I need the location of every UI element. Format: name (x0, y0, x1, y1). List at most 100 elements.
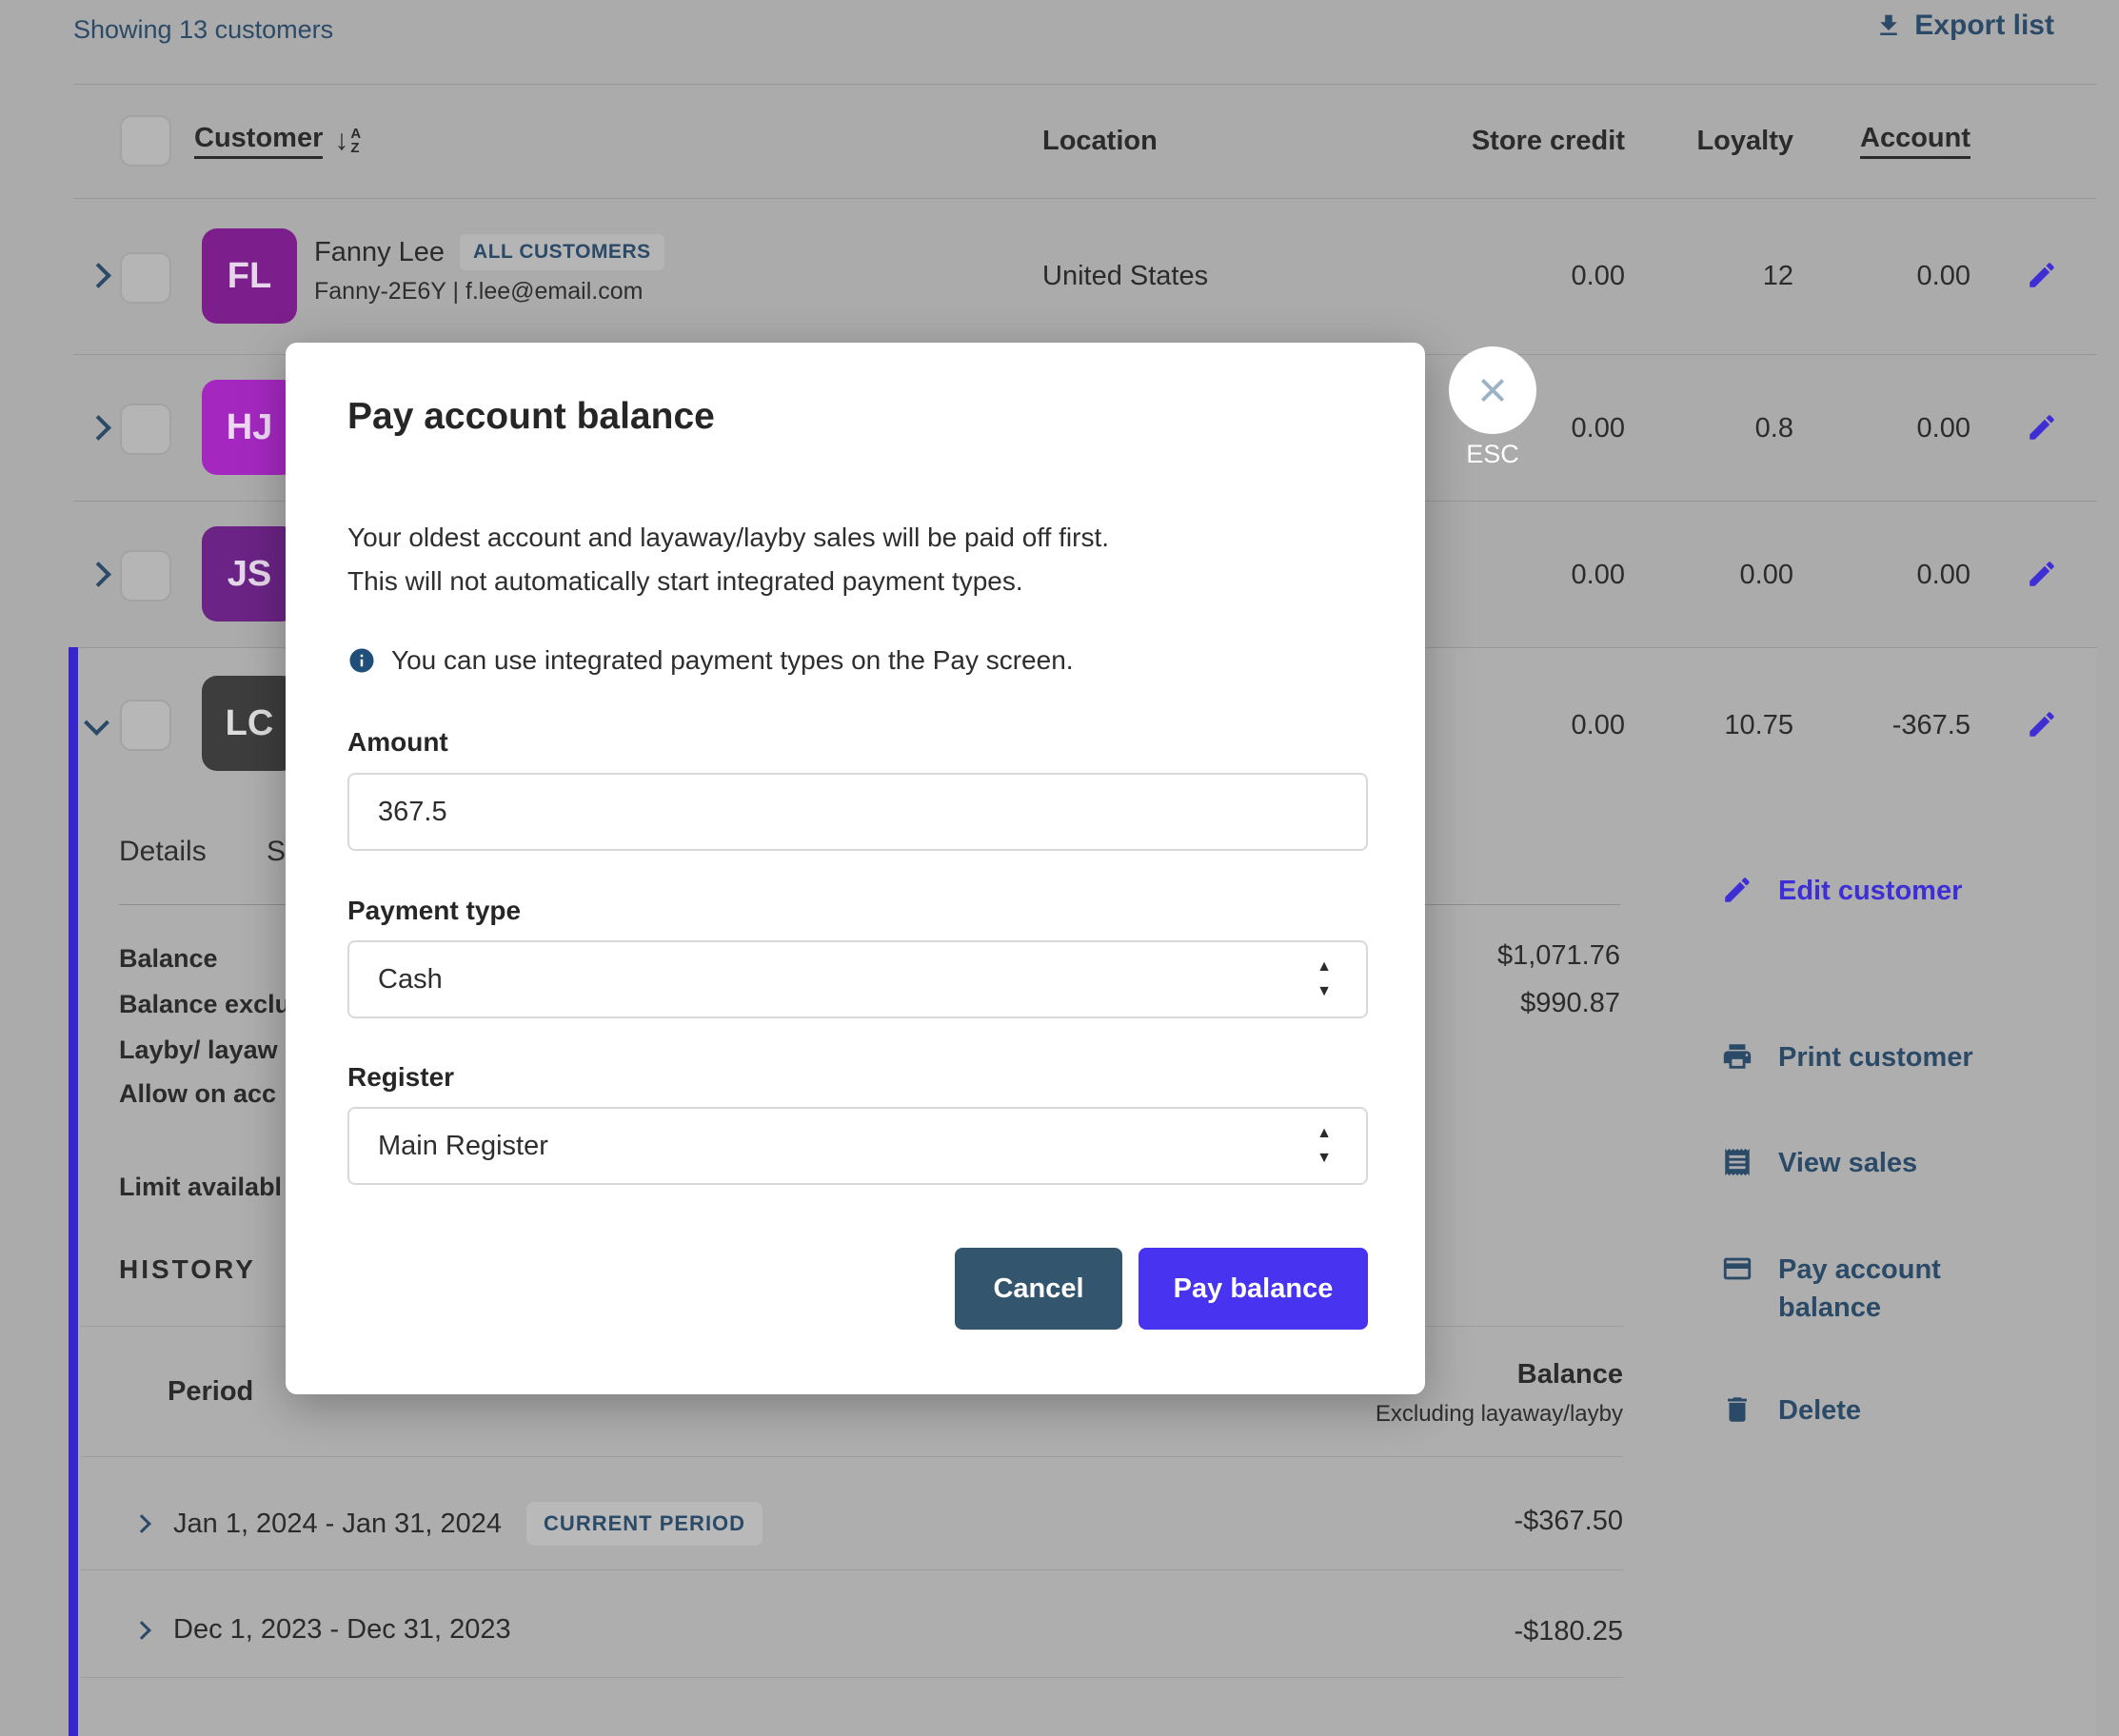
detail-label-balance: Balance (119, 944, 218, 973)
customer-group-badge: ALL CUSTOMERS (460, 234, 664, 270)
table-row: JS 0.00 0.00 0.00 (0, 501, 2119, 647)
pay-account-balance-button[interactable]: Pay account balance (1721, 1251, 1969, 1327)
loyalty-cell: 0.8 (1754, 413, 1793, 444)
export-list-label: Export list (1914, 10, 2054, 41)
modal-description-line2: This will not automatically start integr… (347, 566, 1023, 596)
header-bottom-border (73, 198, 2097, 199)
edit-row-icon[interactable] (2026, 708, 2058, 740)
history-header-balance: Balance (1516, 1359, 1623, 1390)
tab-details[interactable]: Details (119, 836, 207, 867)
register-value: Main Register (378, 1130, 548, 1161)
store-credit-cell: 0.00 (1571, 710, 1625, 740)
modal-info-note: You can use integrated payment types on … (347, 645, 1074, 676)
edit-row-icon[interactable] (2026, 259, 2058, 291)
account-cell: -367.5 (1891, 710, 1970, 740)
customer-code-email: Fanny-2E6Y | f.lee@email.com (314, 278, 644, 305)
edit-row-icon[interactable] (2026, 558, 2058, 590)
account-cell: 0.00 (1916, 413, 1970, 444)
pay-account-balance-label: Pay account balance (1778, 1254, 1941, 1323)
register-select[interactable]: Main Register ▲ ▼ (347, 1107, 1368, 1185)
column-header-loyalty: Loyalty (1696, 125, 1793, 156)
history-row-balance: -$180.25 (1514, 1616, 1624, 1647)
pencil-icon (1721, 874, 1753, 906)
export-list-button[interactable]: Export list (1874, 10, 2054, 42)
avatar: FL (202, 228, 297, 324)
row-checkbox[interactable] (120, 550, 171, 602)
selected-row-stripe (69, 647, 78, 1736)
avatar: HJ (202, 380, 297, 475)
edit-customer-button[interactable]: Edit customer (1721, 872, 1962, 910)
detail-label-layby: Layby/ layaw (119, 1036, 278, 1064)
expand-period-chevron-icon[interactable] (132, 1620, 151, 1640)
print-customer-label: Print customer (1778, 1042, 1973, 1073)
select-spinner-icon[interactable]: ▲ ▼ (1317, 1125, 1332, 1166)
showing-customers-count: Showing 13 customers (73, 15, 334, 44)
table-row: HJ 0.00 0.8 0.00 (0, 354, 2119, 501)
history-header-period: Period (168, 1376, 254, 1407)
edit-customer-label: Edit customer (1778, 876, 1963, 906)
customer-name[interactable]: Fanny Lee (314, 236, 446, 267)
modal-info-text: You can use integrated payment types on … (391, 645, 1074, 675)
history-row-period[interactable]: Jan 1, 2024 - Jan 31, 2024 CURRENT PERIO… (132, 1502, 763, 1546)
modal-close-button[interactable]: × (1449, 346, 1536, 434)
trash-icon (1721, 1393, 1753, 1426)
expand-chevron-icon[interactable] (86, 415, 111, 441)
payment-type-value: Cash (378, 963, 443, 995)
balance-excluding-value: $990.87 (1520, 988, 1620, 1018)
modal-description: Your oldest account and layaway/layby sa… (347, 516, 1109, 603)
amount-input[interactable] (347, 773, 1368, 851)
history-row-divider (81, 1569, 1623, 1570)
table-top-border (73, 84, 2097, 85)
row-checkbox[interactable] (120, 404, 171, 455)
edit-row-icon[interactable] (2026, 411, 2058, 444)
payment-type-label: Payment type (347, 896, 522, 925)
balance-value: $1,071.76 (1496, 940, 1620, 971)
expand-chevron-icon[interactable] (86, 562, 111, 587)
loyalty-cell: 12 (1762, 261, 1793, 291)
history-header-balance-sub: Excluding layaway/layby (1375, 1401, 1623, 1427)
info-icon (347, 646, 376, 675)
row-checkbox[interactable] (120, 700, 171, 751)
collapse-chevron-icon[interactable] (84, 710, 109, 736)
column-header-store-credit: Store credit (1471, 125, 1625, 156)
account-cell: 0.00 (1916, 261, 1970, 291)
view-sales-button[interactable]: View sales (1721, 1144, 1917, 1182)
download-icon (1874, 11, 1903, 40)
history-row-balance: -$367.50 (1514, 1506, 1624, 1536)
detail-label-balance-excluding: Balance exclu (119, 990, 291, 1018)
select-all-checkbox[interactable] (120, 84, 171, 198)
payment-type-select[interactable]: Cash ▲ ▼ (347, 940, 1368, 1018)
select-spinner-icon[interactable]: ▲ ▼ (1317, 958, 1332, 999)
customer-cell: Fanny Lee ALL CUSTOMERS Fanny-2E6Y | f.l… (314, 234, 664, 306)
receipt-icon (1721, 1146, 1753, 1178)
history-row-period[interactable]: Dec 1, 2023 - Dec 31, 2023 (132, 1614, 511, 1646)
delete-customer-button[interactable]: Delete (1721, 1391, 1861, 1430)
printer-icon (1721, 1040, 1753, 1073)
pay-balance-button[interactable]: Pay balance (1139, 1248, 1368, 1330)
delete-customer-label: Delete (1778, 1395, 1862, 1426)
loyalty-cell: 0.00 (1739, 560, 1793, 590)
row-checkbox[interactable] (120, 252, 171, 304)
table-row-expanded: LC 0.00 10.75 -367.5 (0, 647, 2119, 809)
view-sales-label: View sales (1778, 1148, 1918, 1178)
table-row: FL Fanny Lee ALL CUSTOMERS Fanny-2E6Y | … (0, 198, 2119, 354)
esc-hint-label: ESC (1466, 440, 1519, 468)
account-cell: 0.00 (1916, 560, 1970, 590)
expand-period-chevron-icon[interactable] (132, 1514, 151, 1533)
modal-description-line1: Your oldest account and layaway/layby sa… (347, 523, 1110, 552)
close-icon: × (1477, 362, 1508, 419)
loyalty-cell: 10.75 (1724, 710, 1793, 740)
avatar: JS (202, 526, 297, 621)
print-customer-button[interactable]: Print customer (1721, 1038, 1973, 1076)
detail-label-limit-available: Limit availabl (119, 1173, 283, 1201)
amount-label: Amount (347, 727, 448, 757)
modal-title: Pay account balance (347, 396, 715, 437)
register-label: Register (347, 1062, 455, 1092)
column-header-account[interactable]: Account (1790, 84, 1970, 198)
cancel-button[interactable]: Cancel (955, 1248, 1122, 1330)
detail-label-allow-on-account: Allow on acc (119, 1079, 277, 1108)
expand-chevron-icon[interactable] (86, 263, 111, 288)
pay-account-balance-modal: Pay account balance Your oldest account … (286, 343, 1425, 1394)
